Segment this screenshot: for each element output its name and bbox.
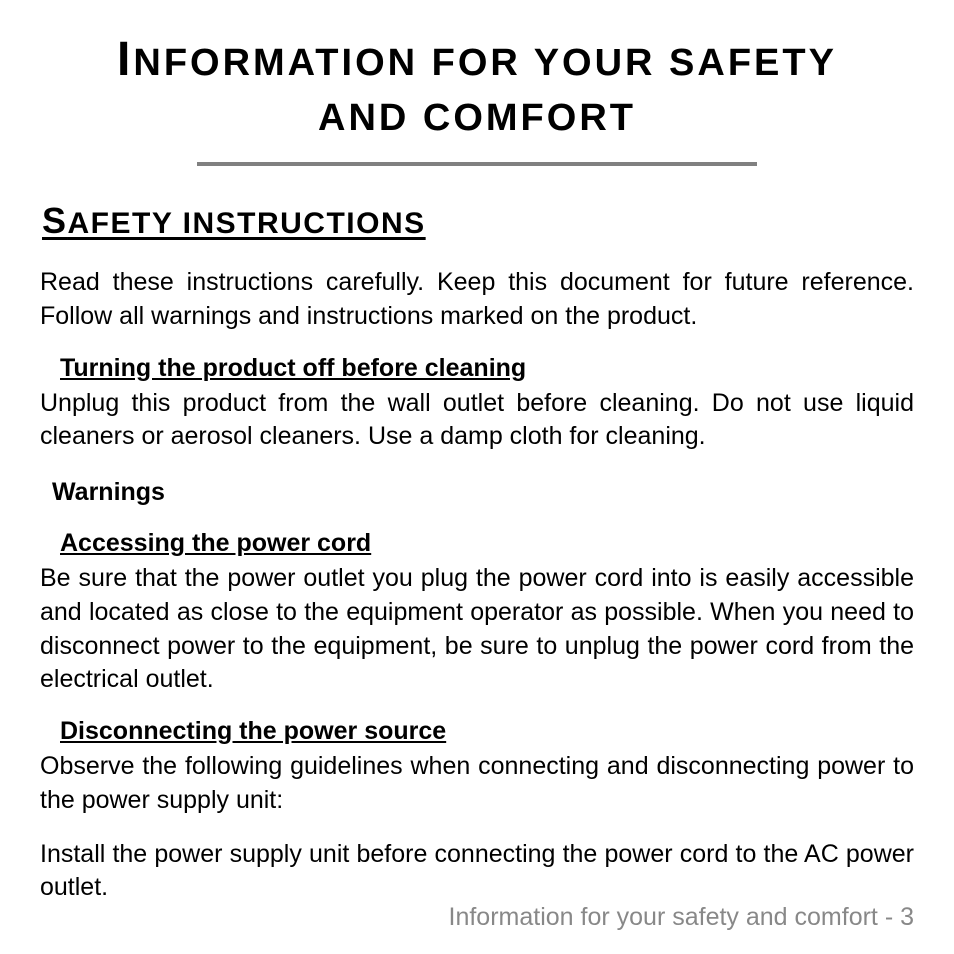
page-title: INFORMATION FOR YOUR SAFETY AND COMFORT	[40, 28, 914, 144]
page-footer: Information for your safety and comfort …	[449, 903, 914, 932]
title-line2: AND COMFORT	[318, 97, 636, 139]
title-divider	[197, 162, 757, 166]
power-cord-subheading: Accessing the power cord	[60, 529, 914, 558]
title-first-letter: I	[117, 33, 133, 86]
disconnect-subheading: Disconnecting the power source	[60, 717, 914, 746]
disconnect-body-1: Observe the following guidelines when co…	[40, 750, 914, 818]
disconnect-body-2: Install the power supply unit before con…	[40, 838, 914, 906]
warnings-heading: Warnings	[52, 478, 914, 507]
cleaning-subheading: Turning the product off before cleaning	[60, 354, 914, 383]
intro-paragraph: Read these instructions carefully. Keep …	[40, 266, 914, 334]
cleaning-body: Unplug this product from the wall outlet…	[40, 387, 914, 455]
safety-instructions-heading: SAFETY INSTRUCTIONS	[42, 200, 914, 242]
title-line1-rest: NFORMATION FOR YOUR SAFETY	[133, 42, 837, 84]
section-heading-rest: AFETY INSTRUCTIONS	[68, 207, 426, 240]
power-cord-body: Be sure that the power outlet you plug t…	[40, 562, 914, 697]
section-heading-first-letter: S	[42, 200, 68, 241]
